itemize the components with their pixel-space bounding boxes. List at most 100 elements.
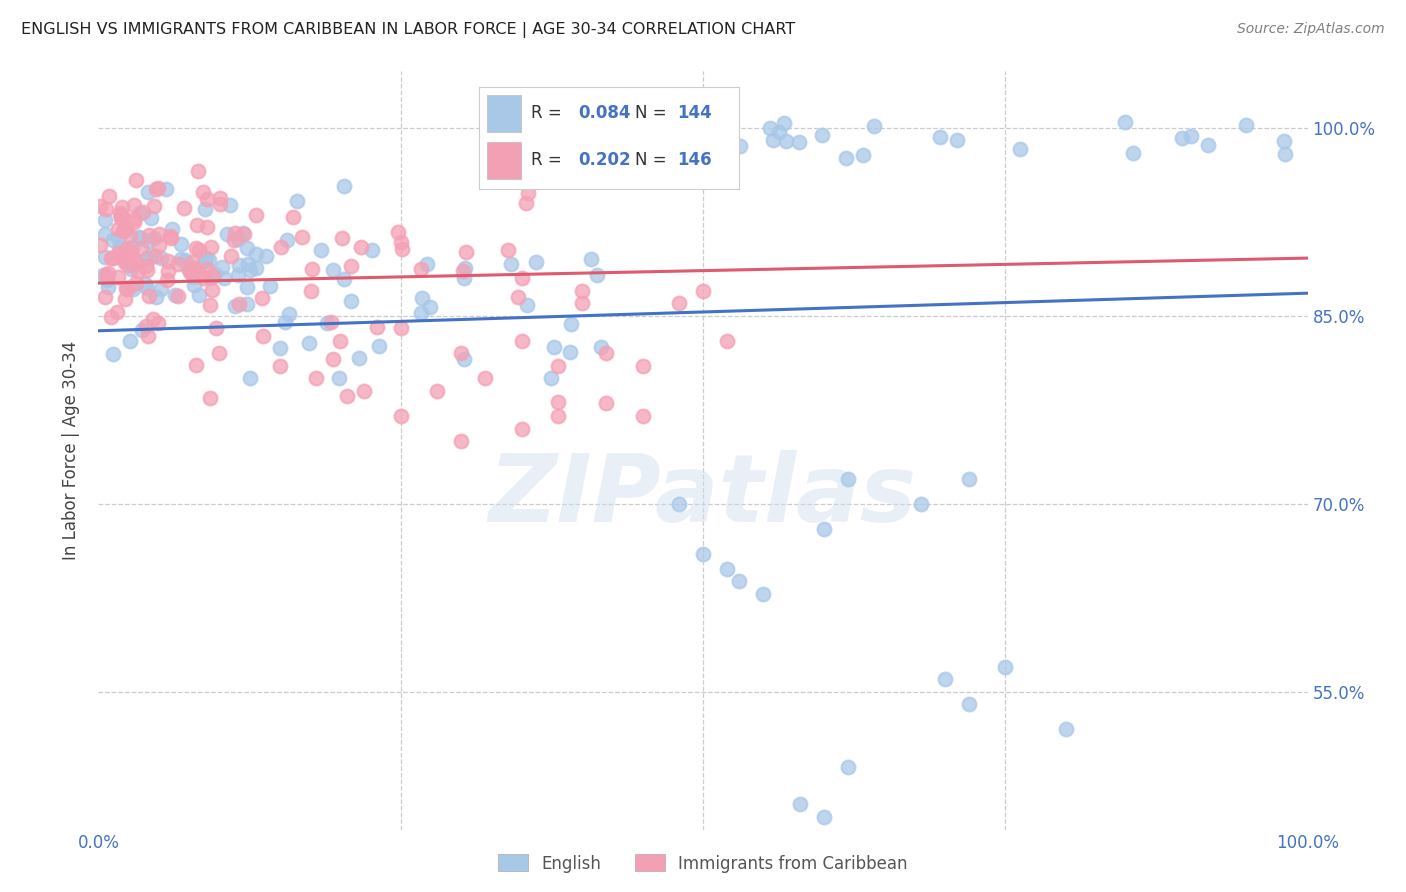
- Point: [209, 196, 232, 211]
- Point: [155, 182, 177, 196]
- Point: [180, 263, 202, 277]
- Point: [319, 316, 342, 330]
- Point: [811, 128, 834, 143]
- Point: [387, 225, 409, 239]
- Point: [340, 260, 363, 274]
- Point: [389, 321, 412, 335]
- Point: [276, 233, 298, 247]
- Point: [135, 263, 157, 277]
- Text: ENGLISH VS IMMIGRANTS FROM CARIBBEAN IN LABOR FORCE | AGE 30-34 CORRELATION CHAR: ENGLISH VS IMMIGRANTS FROM CARIBBEAN IN …: [21, 22, 796, 38]
- Point: [94, 212, 117, 227]
- Point: [668, 296, 690, 310]
- Point: [269, 359, 291, 373]
- Point: [124, 253, 146, 268]
- Point: [224, 299, 246, 313]
- Point: [120, 280, 142, 294]
- Point: [204, 321, 226, 335]
- Point: [411, 261, 433, 276]
- Point: [96, 268, 118, 282]
- Point: [201, 283, 224, 297]
- Point: [107, 245, 129, 260]
- Point: [138, 289, 160, 303]
- Point: [108, 240, 131, 254]
- Point: [89, 199, 111, 213]
- Point: [297, 335, 319, 350]
- Point: [110, 206, 132, 220]
- Point: [789, 135, 811, 149]
- Point: [233, 227, 256, 241]
- Point: [762, 133, 785, 147]
- Point: [198, 252, 221, 267]
- Point: [1197, 138, 1219, 153]
- Point: [224, 227, 246, 241]
- Point: [929, 130, 952, 145]
- Point: [174, 252, 197, 267]
- Point: [219, 249, 242, 263]
- Point: [128, 231, 150, 245]
- Point: [228, 232, 250, 246]
- Point: [269, 341, 291, 355]
- Point: [167, 257, 190, 271]
- Point: [173, 201, 195, 215]
- Point: [716, 562, 738, 576]
- Point: [195, 252, 218, 266]
- Point: [132, 204, 155, 219]
- Point: [299, 284, 322, 298]
- Point: [211, 260, 233, 275]
- Point: [309, 243, 332, 257]
- Point: [135, 260, 157, 274]
- Point: [204, 268, 226, 282]
- Point: [143, 199, 166, 213]
- Point: [111, 200, 134, 214]
- Point: [201, 268, 224, 283]
- Point: [148, 238, 170, 252]
- Point: [547, 395, 569, 409]
- Point: [361, 243, 384, 257]
- Point: [89, 238, 111, 252]
- Point: [186, 218, 208, 232]
- Point: [852, 148, 875, 162]
- Point: [415, 257, 437, 271]
- Point: [148, 316, 170, 330]
- Point: [631, 359, 654, 373]
- Point: [775, 134, 797, 148]
- Point: [322, 351, 344, 366]
- Point: [187, 266, 209, 280]
- Point: [145, 181, 167, 195]
- Point: [278, 307, 301, 321]
- Point: [813, 522, 835, 536]
- Point: [160, 231, 183, 245]
- Point: [328, 371, 350, 385]
- Point: [163, 288, 186, 302]
- Point: [127, 264, 149, 278]
- Point: [94, 250, 117, 264]
- Point: [1054, 723, 1077, 737]
- Point: [122, 215, 145, 229]
- Point: [1008, 142, 1031, 156]
- Point: [115, 242, 138, 256]
- Point: [994, 659, 1017, 673]
- Point: [239, 371, 262, 385]
- Point: [506, 290, 529, 304]
- Point: [105, 305, 128, 319]
- Point: [316, 316, 339, 330]
- Point: [136, 234, 159, 248]
- Point: [235, 297, 257, 311]
- Point: [835, 152, 858, 166]
- Point: [516, 186, 538, 200]
- Point: [768, 125, 790, 139]
- Point: [194, 254, 217, 268]
- Point: [692, 547, 714, 561]
- Point: [169, 236, 191, 251]
- Point: [1122, 146, 1144, 161]
- Point: [330, 231, 353, 245]
- Point: [454, 244, 477, 259]
- Point: [239, 263, 262, 277]
- Point: [195, 192, 218, 206]
- Point: [188, 288, 211, 302]
- Point: [120, 258, 142, 272]
- Point: [125, 256, 148, 270]
- Point: [101, 233, 124, 247]
- Point: [515, 196, 537, 211]
- Point: [957, 472, 980, 486]
